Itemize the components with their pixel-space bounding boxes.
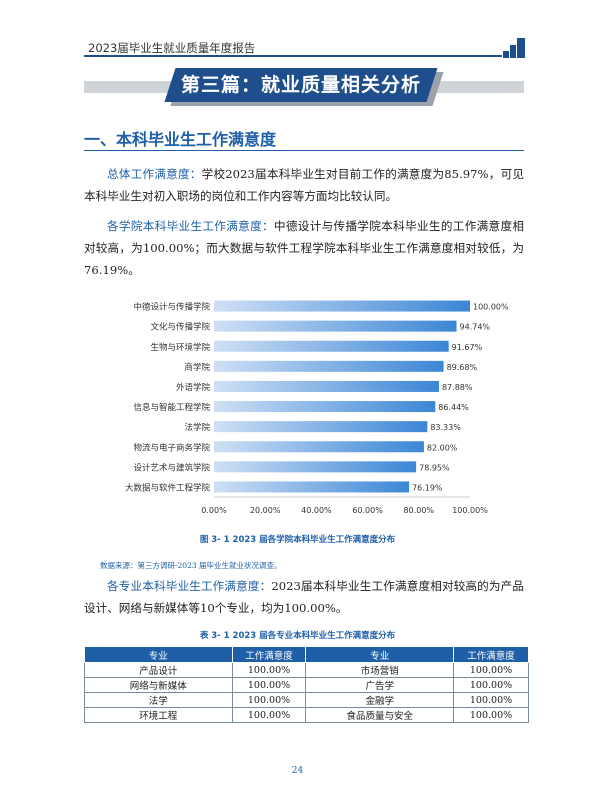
college-satisfaction-paragraph: 各学院本科毕业生工作满意度：中德设计与传播学院本科毕业生的工作满意度相对较高，为…	[84, 215, 524, 281]
table-header-satisfaction: 工作满意度	[453, 646, 529, 663]
overall-satisfaction-paragraph: 总体工作满意度：学校2023届本科毕业生对目前工作的满意度为85.97%，可见本…	[84, 163, 524, 207]
data-label: 91.67%	[452, 343, 483, 352]
banner-decor-right	[432, 81, 524, 93]
table-header-satisfaction: 工作满意度	[231, 646, 307, 663]
table-cell: 100.00%	[231, 707, 307, 723]
category-label: 外语学院	[176, 382, 211, 393]
paragraph-lead: 各学院本科毕业生工作满意度：	[107, 219, 274, 233]
table-caption: 表 3- 1 2023 届各专业本科毕业生工作满意度分布	[199, 631, 396, 641]
bar	[214, 401, 436, 413]
table-cell: 环境工程	[84, 707, 233, 723]
x-tick-label: 100.00%	[452, 506, 488, 515]
chapter-title: 第三篇：就业质量相关分析	[180, 74, 421, 96]
bar	[214, 441, 424, 453]
table-cell: 100.00%	[453, 707, 529, 723]
category-label: 生物与环境学院	[150, 342, 210, 353]
data-label: 82.00%	[427, 443, 458, 452]
chapter-banner: 第三篇：就业质量相关分析	[84, 68, 524, 106]
category-label: 大数据与软件工程学院	[125, 482, 211, 493]
table-cell: 100.00%	[453, 662, 529, 678]
table-row: 网络与新媒体 100.00% 广告学 100.00%	[84, 677, 529, 693]
bar	[214, 380, 439, 392]
bar	[214, 360, 444, 372]
x-tick-label: 80.00%	[404, 506, 435, 515]
table-row: 法学 100.00% 金融学 100.00%	[84, 692, 529, 708]
major-satisfaction-table: 专业 工作满意度 专业 工作满意度 产品设计 100.00% 市场营销 100.…	[84, 646, 529, 723]
paragraph-lead: 各专业本科毕业生工作满意度：	[107, 579, 272, 593]
x-tick-label: 40.00%	[301, 506, 332, 515]
x-tick-label: 60.00%	[352, 506, 383, 515]
data-label: 100.00%	[473, 303, 509, 312]
category-label: 物流与电子商务学院	[133, 442, 210, 453]
table-cell: 100.00%	[231, 677, 307, 693]
logo-icon	[503, 38, 525, 58]
table-cell: 法学	[84, 692, 233, 708]
bar	[214, 461, 417, 473]
data-label: 89.68%	[447, 363, 478, 372]
data-label: 86.44%	[438, 403, 469, 412]
data-source-note: 数据来源：第三方调研-2023 届毕业生就业状况调查。	[100, 561, 282, 570]
section-rule	[84, 150, 524, 151]
table-header-major: 专业	[84, 646, 233, 663]
category-label: 信息与智能工程学院	[133, 402, 210, 413]
table-header-major: 专业	[305, 646, 455, 663]
paragraph-body: 中德设计与传播学院本科毕业生的工作满意度相对较高，为100.00%；而大数据与软…	[84, 219, 524, 277]
data-label: 87.88%	[442, 383, 473, 392]
paragraph-lead: 总体工作满意度：	[107, 167, 202, 181]
major-satisfaction-paragraph: 各专业本科毕业生工作满意度：2023届本科毕业生工作满意度相对较高的为产品设计、…	[84, 575, 524, 619]
table-header-row: 专业 工作满意度 专业 工作满意度	[84, 646, 529, 663]
data-label: 76.19%	[412, 483, 443, 492]
bar	[214, 481, 410, 493]
header-rule	[84, 55, 502, 57]
page-number: 24	[291, 766, 304, 776]
category-label: 文化与传播学院	[150, 322, 210, 333]
table-cell: 100.00%	[231, 662, 307, 678]
table-cell: 食品质量与安全	[305, 707, 455, 723]
category-label: 中德设计与传播学院	[133, 302, 210, 313]
data-label: 94.74%	[460, 323, 491, 332]
data-label: 83.33%	[430, 423, 461, 432]
table-cell: 市场营销	[305, 662, 455, 678]
chart-canvas: 中德设计与传播学院 100.00% 文化与传播学院 94.74% 生物与环境学院 91.6…	[125, 300, 509, 515]
table-cell: 网络与新媒体	[84, 677, 233, 693]
bar	[214, 421, 428, 433]
x-tick-label: 0.00%	[201, 506, 227, 515]
bar	[214, 300, 470, 312]
table-cell: 100.00%	[231, 692, 307, 708]
report-header-title: 2023届毕业生就业质量年度报告	[88, 41, 256, 55]
bar	[214, 340, 449, 352]
x-tick-label: 20.00%	[250, 506, 281, 515]
table-cell: 产品设计	[84, 662, 233, 678]
bar	[214, 320, 457, 332]
table-cell: 金融学	[305, 692, 455, 708]
section-heading: 一、本科毕业生工作满意度	[84, 130, 277, 149]
table-row: 环境工程 100.00% 食品质量与安全 100.00%	[84, 707, 529, 723]
table-cell: 广告学	[305, 677, 455, 693]
category-label: 设计艺术与建筑学院	[133, 462, 210, 473]
category-label: 商学院	[184, 362, 210, 373]
figure-caption: 图 3- 1 2023 届各学院本科毕业生工作满意度分布	[199, 535, 396, 545]
college-satisfaction-chart: 中德设计与传播学院 100.00% 文化与传播学院 94.74% 生物与环境学院 91.6…	[100, 292, 510, 522]
table-cell: 100.00%	[453, 677, 529, 693]
banner-decor-left	[84, 81, 172, 93]
category-label: 法学院	[184, 422, 210, 433]
paragraph-body: 学校2023届本科毕业生对目前工作的满意度为85.97%，可见本科毕业生对初入职…	[84, 167, 524, 203]
paragraph-body: 2023届本科毕业生工作满意度相对较高的为产品设计、网络与新媒体等10个专业，均…	[84, 579, 524, 615]
table-cell: 100.00%	[453, 692, 529, 708]
table-row: 产品设计 100.00% 市场营销 100.00%	[84, 662, 529, 678]
data-label: 78.95%	[419, 463, 450, 472]
